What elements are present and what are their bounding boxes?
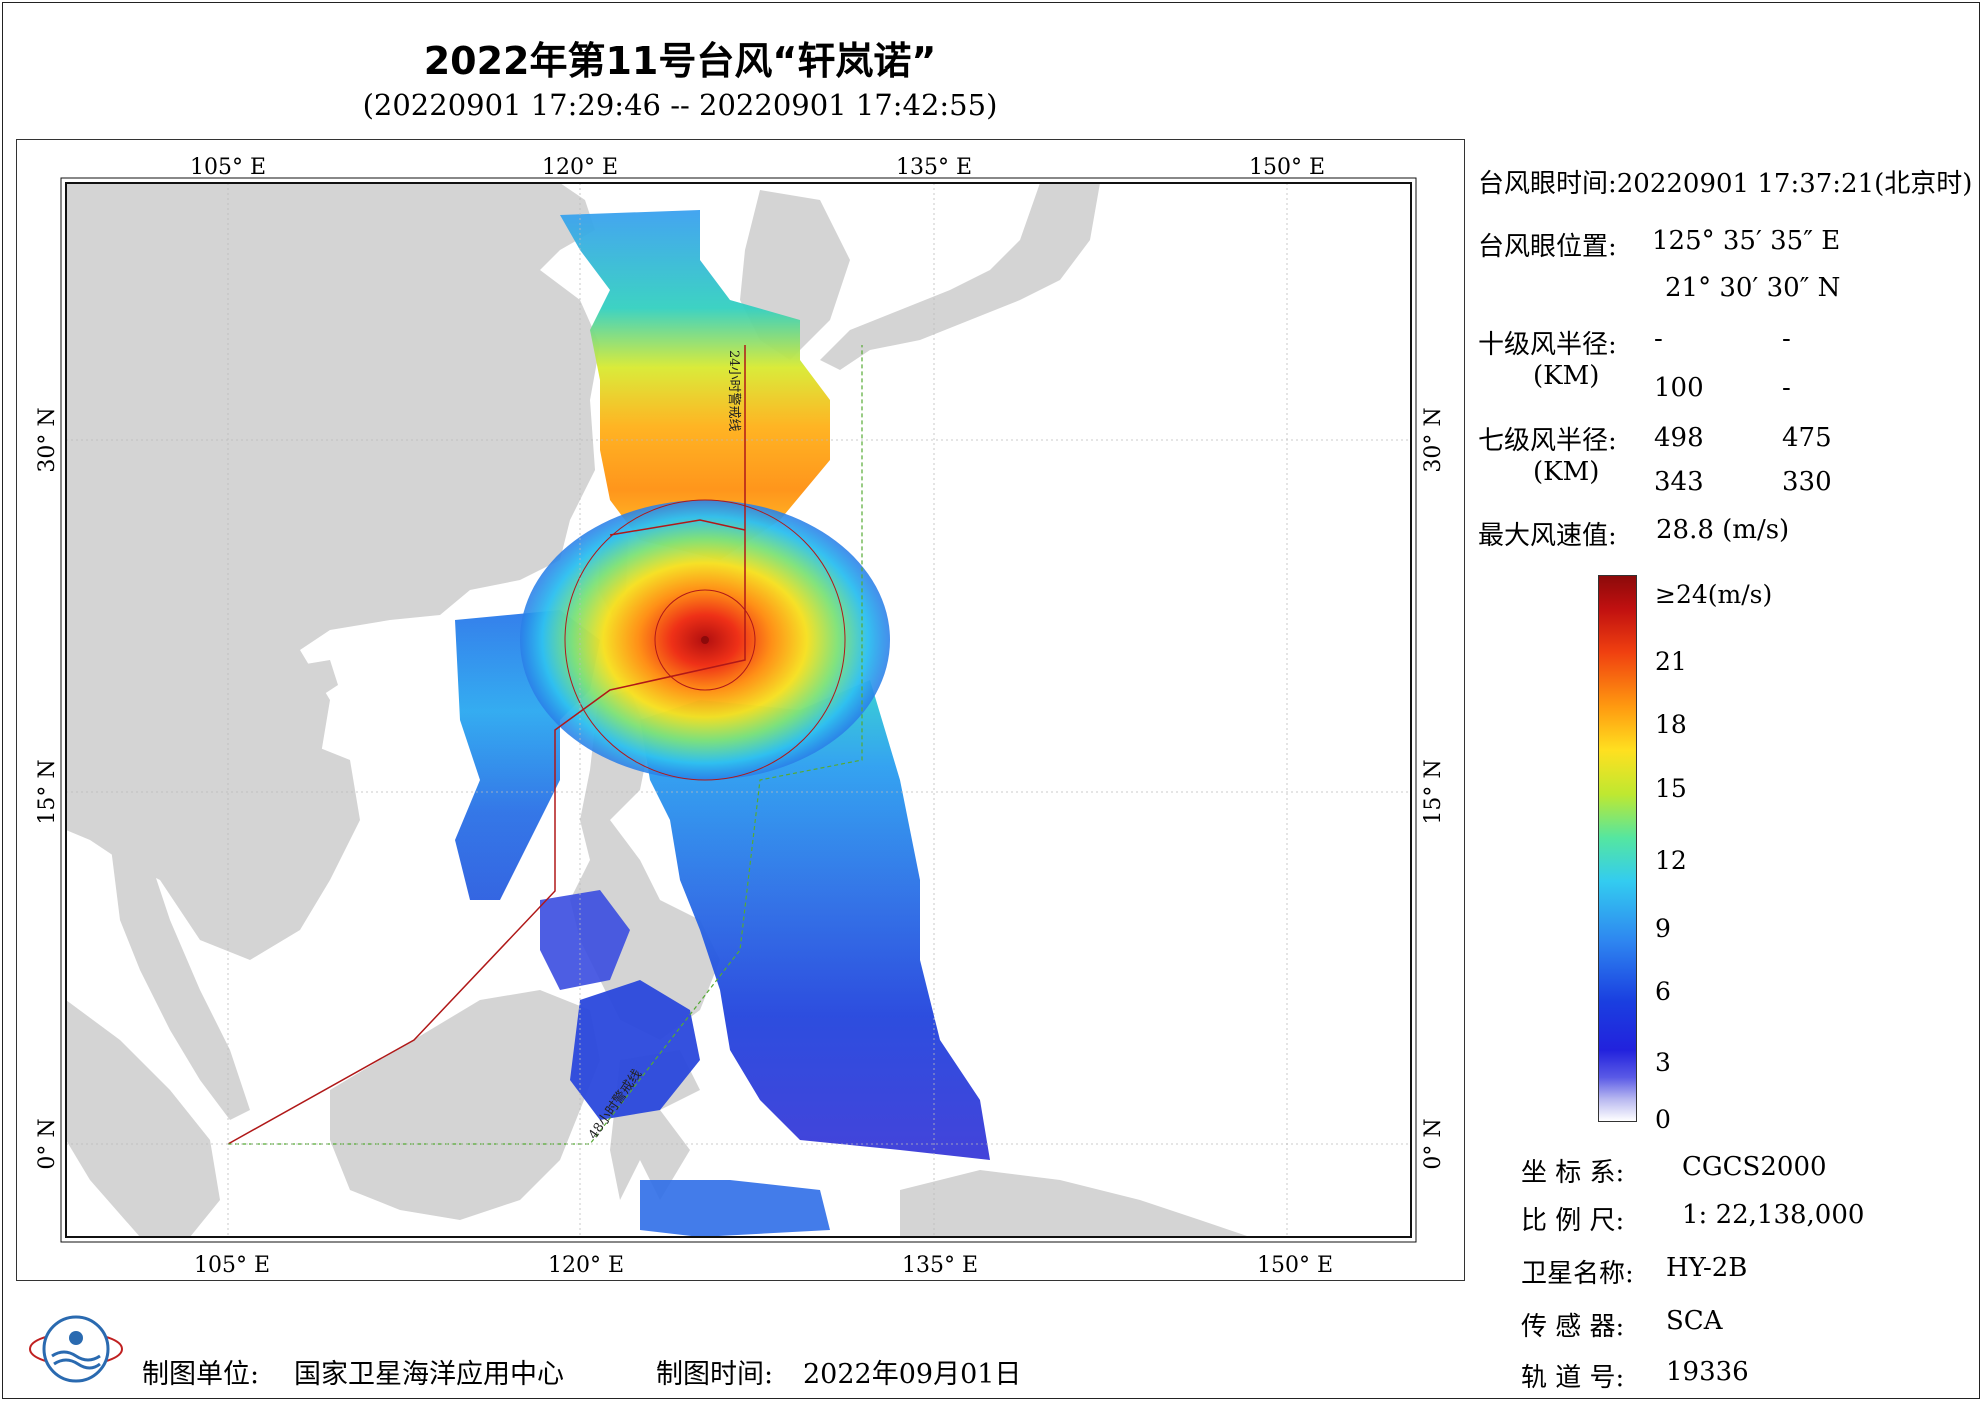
- north-swath: [560, 210, 830, 560]
- lat-tick-right: 15° N: [1421, 759, 1446, 824]
- footer-date-value: 2022年09月01日: [803, 1359, 1022, 1390]
- hainan: [298, 660, 338, 700]
- r7-label: 七级风半径:: [1478, 426, 1617, 456]
- colorbar-tick: 3: [1655, 1048, 1671, 1077]
- map-subtitle: (20220901 17:29:46 -- 20220901 17:42:55): [362, 88, 998, 122]
- lon-tick-bottom: 105° E: [194, 1253, 270, 1278]
- map-title: 2022年第11号台风“轩岚诺”: [423, 39, 937, 83]
- wind-speed-colorbar: [1598, 575, 1637, 1122]
- colorbar-tick: 15: [1655, 774, 1687, 803]
- sea-swath-south: [640, 1180, 830, 1237]
- new-guinea: [900, 1170, 1250, 1237]
- satellite-value: HY-2B: [1666, 1253, 1748, 1283]
- lon-tick-bottom: 135° E: [902, 1253, 978, 1278]
- lat-tick-right: 30° N: [1421, 407, 1446, 472]
- r10-value: -: [1782, 373, 1791, 403]
- colorbar-tick: 21: [1655, 647, 1687, 676]
- south-swath: [640, 680, 990, 1160]
- colorbar-tick: 12: [1655, 846, 1687, 875]
- r10-label: 十级风半径:: [1478, 330, 1617, 360]
- r10-value: 100: [1654, 373, 1704, 403]
- lat-tick-right: 0° N: [1421, 1118, 1446, 1169]
- r7-circle: [564, 499, 846, 781]
- satellite-label: 卫星名称:: [1521, 1259, 1634, 1289]
- eye-time-value: 20220901 17:37:21(北京时): [1616, 169, 1973, 199]
- colorbar-tick: 6: [1655, 977, 1671, 1006]
- footer-org-label: 制图单位:: [142, 1359, 260, 1390]
- mindanao-swath: [570, 980, 700, 1120]
- colorbar-tick: 0: [1655, 1105, 1671, 1134]
- r7-value: 343: [1654, 467, 1704, 497]
- lon-tick-top: 120° E: [542, 155, 618, 180]
- scale-label: 比 例 尺:: [1521, 1206, 1625, 1236]
- map-border-outer: [60, 177, 1417, 1243]
- r7-value: 498: [1654, 423, 1704, 453]
- typhoon-eye-marker[interactable]: [701, 636, 709, 644]
- eye-time-label: 台风眼时间:: [1478, 169, 1617, 199]
- lat-tick-left: 0° N: [35, 1118, 60, 1169]
- r7-value: 330: [1782, 467, 1832, 497]
- lon-tick-top: 150° E: [1249, 155, 1325, 180]
- crs-value: CGCS2000: [1682, 1152, 1827, 1182]
- eye-lon: 125° 35′ 35″ E: [1652, 226, 1841, 256]
- orbit-label: 轨 道 号:: [1521, 1363, 1625, 1393]
- r7-value: 475: [1782, 423, 1832, 453]
- indochina-peninsula: [200, 640, 330, 880]
- max-wind-value: 28.8 (m/s): [1656, 515, 1790, 545]
- r10-value: -: [1654, 324, 1663, 354]
- malay-peninsula: [110, 840, 250, 1120]
- r10-circle: [654, 589, 756, 691]
- alt-line-green: [228, 345, 863, 1145]
- scale-value: 1: 22,138,000: [1682, 1200, 1865, 1230]
- crs-label: 坐 标 系:: [1521, 1158, 1625, 1188]
- colorbar-tick: 18: [1655, 710, 1687, 739]
- orbit-value: 19336: [1666, 1357, 1749, 1387]
- warning-line-24h: [609, 519, 746, 536]
- map-panel: [16, 139, 1465, 1281]
- lon-tick-bottom: 120° E: [548, 1253, 624, 1278]
- max-wind-label: 最大风速值:: [1478, 521, 1617, 551]
- colorbar-tick: 9: [1655, 914, 1671, 943]
- r10-value: -: [1782, 324, 1791, 354]
- borneo: [330, 990, 600, 1220]
- nsoas-logo-icon: [29, 1315, 123, 1383]
- lon-tick-top: 105° E: [190, 155, 266, 180]
- eye-lat: 21° 30′ 30″ N: [1665, 273, 1841, 303]
- sumatra: [66, 1000, 220, 1237]
- footer-org-value: 国家卫星海洋应用中心: [294, 1359, 564, 1390]
- sensor-label: 传 感 器:: [1521, 1312, 1625, 1342]
- r7-unit: (KM): [1533, 457, 1600, 487]
- japan: [820, 183, 1100, 370]
- warning-line-label-north: 24小时警戒线: [726, 350, 742, 432]
- eye-position-label: 台风眼位置:: [1478, 232, 1617, 262]
- asia-mainland: [66, 183, 600, 960]
- sulu-swath: [540, 890, 630, 990]
- lon-tick-bottom: 150° E: [1257, 1253, 1333, 1278]
- lat-tick-left: 15° N: [35, 759, 60, 824]
- r10-unit: (KM): [1533, 361, 1600, 391]
- warning-line-48h: [227, 345, 746, 1145]
- footer-date-label: 制图时间:: [656, 1359, 774, 1390]
- map-border: [65, 182, 1412, 1238]
- sensor-value: SCA: [1666, 1306, 1723, 1336]
- eye-position-row: 台风眼位置:: [1478, 226, 1617, 263]
- colorbar-tick: ≥24(m/s): [1655, 580, 1773, 609]
- eye-time-row: 台风眼时间:20220901 17:37:21(北京时): [1478, 163, 1972, 200]
- lat-tick-left: 30° N: [35, 407, 60, 472]
- lon-tick-top: 135° E: [896, 155, 972, 180]
- graticule: [66, 183, 1411, 1237]
